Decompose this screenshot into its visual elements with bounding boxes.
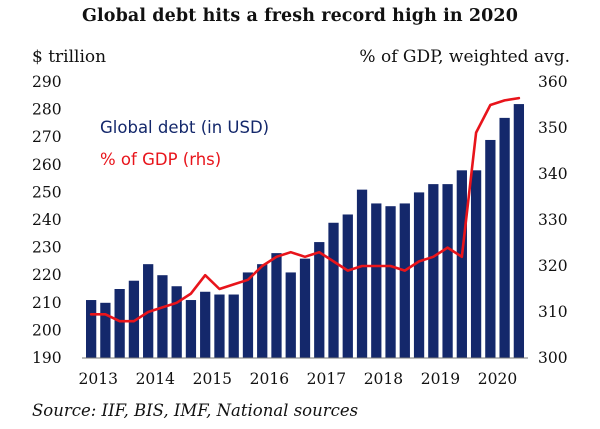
debt-bar xyxy=(128,280,140,358)
left-axis-title: $ trillion xyxy=(32,47,107,67)
x-axis-tick-label: 2014 xyxy=(136,370,176,388)
x-axis-tick-label: 2017 xyxy=(307,370,346,388)
debt-bar xyxy=(214,294,225,358)
debt-bar xyxy=(285,272,296,358)
debt-bar xyxy=(228,294,239,358)
line-series xyxy=(89,96,521,323)
legend-label-gdp-share: % of GDP (rhs) xyxy=(100,150,221,169)
right-axis-tick-label: 360 xyxy=(538,73,568,91)
debt-bar xyxy=(413,192,425,358)
right-axis-tick-label: 330 xyxy=(538,211,568,229)
x-axis-tick-label: 2016 xyxy=(250,370,289,388)
debt-bar xyxy=(456,170,467,358)
debt-bar xyxy=(86,300,97,358)
left-axis-tick-label: 290 xyxy=(32,73,62,91)
x-axis-tick-label: 2020 xyxy=(478,370,517,388)
right-axis-tick-label: 350 xyxy=(538,119,568,137)
debt-bar xyxy=(242,272,254,358)
right-axis-tick-label: 340 xyxy=(538,165,568,183)
debt-bar xyxy=(257,264,268,358)
left-axis-tick-label: 190 xyxy=(32,349,62,367)
left-axis-tick-label: 220 xyxy=(32,266,62,284)
debt-bar xyxy=(442,184,453,358)
chart-title: Global debt hits a fresh record high in … xyxy=(82,6,518,26)
axes: 190 200 210 220 230 240 250 260 270 280 290 300 310 3… xyxy=(32,73,568,388)
debt-bar xyxy=(185,300,197,358)
source-note: Source: IIF, BIS, IMF, National sources xyxy=(32,401,359,420)
debt-bar xyxy=(342,214,353,358)
debt-bar xyxy=(200,291,211,358)
x-axis-tick-label: 2018 xyxy=(364,370,403,388)
left-axis-tick-label: 260 xyxy=(32,156,62,174)
right-axis-tick-label: 310 xyxy=(538,303,568,321)
bar-series xyxy=(86,104,525,358)
legend: Global debt (in USD) % of GDP (rhs) xyxy=(100,118,269,169)
x-axis-tick-label: 2013 xyxy=(79,370,118,388)
debt-bar xyxy=(114,289,125,358)
debt-bar xyxy=(485,139,496,358)
debt-bar xyxy=(356,189,368,358)
right-axis-tick-label: 320 xyxy=(538,257,568,275)
right-axis-tick-label: 300 xyxy=(538,349,568,367)
debt-bar xyxy=(385,206,396,358)
debt-bar xyxy=(499,117,510,358)
debt-bar xyxy=(271,253,282,358)
left-axis-tick-label: 270 xyxy=(32,128,62,146)
debt-bar xyxy=(328,222,339,358)
debt-bar xyxy=(470,170,482,358)
debt-bar xyxy=(399,203,410,358)
debt-bar xyxy=(100,302,111,358)
x-axis-tick-label: 2015 xyxy=(193,370,232,388)
left-axis-tick-label: 200 xyxy=(32,321,62,339)
left-axis-tick-label: 250 xyxy=(32,183,62,201)
left-axis-tick-label: 240 xyxy=(32,211,62,229)
left-axis-tick-label: 230 xyxy=(32,239,62,257)
debt-bar xyxy=(157,275,168,358)
debt-bar xyxy=(513,104,525,358)
debt-bar xyxy=(314,242,325,358)
left-axis-tick-label: 280 xyxy=(32,101,62,119)
debt-bar xyxy=(299,258,311,358)
right-axis-title: % of GDP, weighted avg. xyxy=(359,47,570,67)
legend-label-global-debt: Global debt (in USD) xyxy=(100,118,269,137)
gdp-share-line xyxy=(89,96,521,323)
debt-bar xyxy=(171,286,182,358)
left-axis-tick-label: 210 xyxy=(32,294,62,312)
x-axis-tick-label: 2019 xyxy=(421,370,460,388)
debt-bar xyxy=(428,184,439,358)
debt-bar xyxy=(371,203,382,358)
